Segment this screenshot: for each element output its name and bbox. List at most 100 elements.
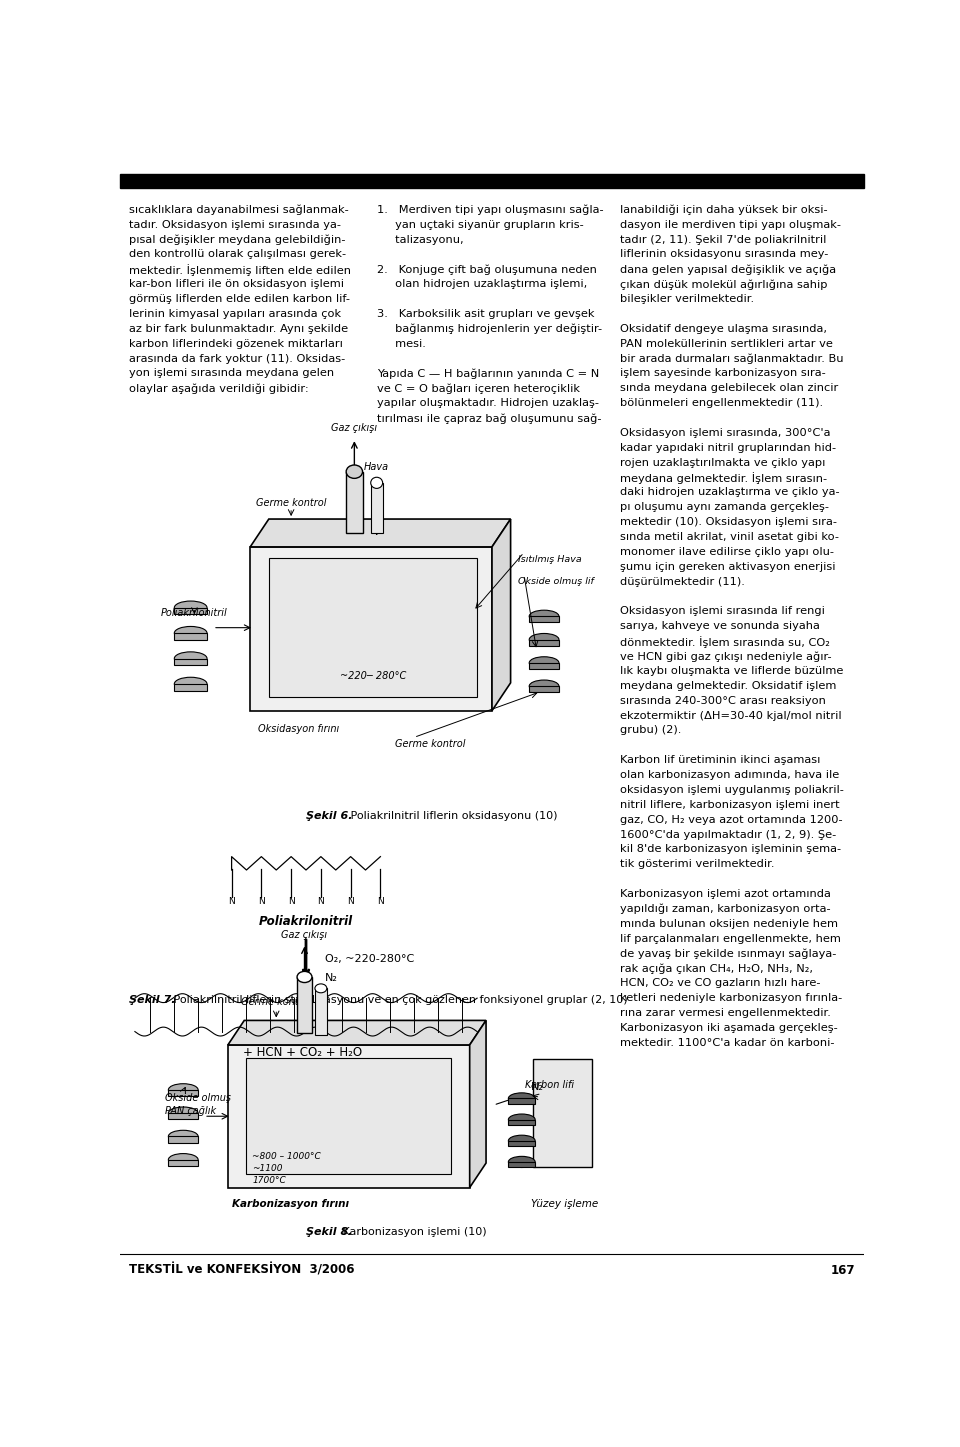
- Text: Yüzey işleme: Yüzey işleme: [532, 1198, 599, 1208]
- Text: yon işlemi sırasında meydana gelen: yon işlemi sırasında meydana gelen: [129, 369, 334, 379]
- Ellipse shape: [175, 627, 207, 640]
- Text: 167: 167: [830, 1263, 855, 1276]
- Text: N: N: [377, 897, 384, 906]
- Text: bölünmeleri engellenmektedir (11).: bölünmeleri engellenmektedir (11).: [620, 398, 823, 408]
- Bar: [269, 559, 477, 697]
- Bar: [529, 663, 559, 669]
- Text: Şekil 6.: Şekil 6.: [306, 810, 352, 820]
- Ellipse shape: [529, 680, 559, 692]
- Text: talizasyonu,: talizasyonu,: [376, 234, 464, 245]
- Text: 2.   Konjuge çift bağ oluşumuna neden: 2. Konjuge çift bağ oluşumuna neden: [376, 265, 596, 275]
- Text: Yapıda C — H bağlarının yanında C = N: Yapıda C — H bağlarının yanında C = N: [376, 369, 599, 379]
- Ellipse shape: [529, 611, 559, 622]
- Text: N₂: N₂: [531, 1082, 543, 1091]
- Bar: [168, 1159, 198, 1166]
- Bar: [509, 1098, 535, 1104]
- Text: gaz, CO, H₂ veya azot ortamında 1200-: gaz, CO, H₂ veya azot ortamında 1200-: [620, 815, 843, 825]
- Text: bir arada durmaları sağlanmaktadır. Bu: bir arada durmaları sağlanmaktadır. Bu: [620, 353, 844, 365]
- Text: lık kaybı oluşmakta ve liflerde büzülme: lık kaybı oluşmakta ve liflerde büzülme: [620, 666, 843, 676]
- Text: mında bulunan oksijen nedeniyle hem: mında bulunan oksijen nedeniyle hem: [620, 919, 838, 929]
- Text: N: N: [228, 897, 235, 906]
- Text: rak açığa çıkan CH₄, H₂O, NH₃, N₂,: rak açığa çıkan CH₄, H₂O, NH₃, N₂,: [620, 964, 813, 974]
- Text: dasyon ile merdiven tipi yapı oluşmak-: dasyon ile merdiven tipi yapı oluşmak-: [620, 220, 841, 230]
- Text: N: N: [288, 897, 295, 906]
- Ellipse shape: [175, 601, 207, 615]
- Text: Germe kontrol: Germe kontrol: [241, 997, 311, 1007]
- Bar: [168, 1113, 198, 1119]
- Bar: [509, 1140, 535, 1146]
- Text: dana gelen yapısal değişiklik ve açığa: dana gelen yapısal değişiklik ve açığa: [620, 265, 836, 275]
- Text: den kontrollü olarak çalışılması gerek-: den kontrollü olarak çalışılması gerek-: [129, 249, 346, 259]
- Bar: [251, 547, 492, 710]
- Bar: [533, 1059, 592, 1168]
- Bar: [529, 686, 559, 692]
- Ellipse shape: [175, 677, 207, 690]
- Text: Oksidasyon işlemi sırasında, 300°C'a: Oksidasyon işlemi sırasında, 300°C'a: [620, 428, 830, 438]
- Text: mesi.: mesi.: [376, 339, 425, 349]
- Text: grubu) (2).: grubu) (2).: [620, 725, 682, 735]
- Text: Şekil 7.: Şekil 7.: [129, 994, 176, 1004]
- Text: ketleri nedeniyle karbonizasyon fırınla-: ketleri nedeniyle karbonizasyon fırınla-: [620, 993, 842, 1003]
- Bar: [509, 1162, 535, 1168]
- Ellipse shape: [168, 1153, 198, 1166]
- Text: bağlanmış hidrojenlerin yer değiştir-: bağlanmış hidrojenlerin yer değiştir-: [376, 324, 602, 334]
- Text: daki hidrojen uzaklaştırma ve çiklo ya-: daki hidrojen uzaklaştırma ve çiklo ya-: [620, 488, 840, 498]
- Ellipse shape: [297, 971, 312, 983]
- Text: rına zarar vermesi engellenmektedir.: rına zarar vermesi engellenmektedir.: [620, 1009, 830, 1019]
- Text: Gaz çıkışı: Gaz çıkışı: [281, 930, 327, 941]
- Text: ekzotermiktir (ΔH=30-40 kjal/mol nitril: ekzotermiktir (ΔH=30-40 kjal/mol nitril: [620, 710, 842, 721]
- Text: N: N: [318, 897, 324, 906]
- Text: + HCN + CO₂ + H₂O: + HCN + CO₂ + H₂O: [243, 1046, 362, 1059]
- Text: Poliakrilonitril: Poliakrilonitril: [161, 608, 228, 618]
- Bar: [297, 977, 312, 1033]
- Text: Hava: Hava: [364, 462, 389, 472]
- Text: kar-bon lifleri ile ön oksidasyon işlemi: kar-bon lifleri ile ön oksidasyon işlemi: [129, 279, 344, 289]
- Text: ~800 – 1000°C: ~800 – 1000°C: [252, 1152, 322, 1160]
- Ellipse shape: [168, 1084, 198, 1095]
- Bar: [247, 1058, 451, 1174]
- Text: 1.   Merdiven tipi yapı oluşmasını sağla-: 1. Merdiven tipi yapı oluşmasını sağla-: [376, 205, 603, 216]
- Text: Karbonizasyon işlemi (10): Karbonizasyon işlemi (10): [340, 1227, 487, 1237]
- Text: Karbonizasyon işlemi azot ortamında: Karbonizasyon işlemi azot ortamında: [620, 888, 830, 899]
- Text: karbon liflerindeki gözenek miktarları: karbon liflerindeki gözenek miktarları: [129, 339, 343, 349]
- Ellipse shape: [509, 1114, 535, 1126]
- Text: ve C = O bağları içeren heteroçiklik: ve C = O bağları içeren heteroçiklik: [376, 383, 580, 394]
- Text: Germe kontrol: Germe kontrol: [396, 738, 466, 748]
- Text: dönmektedir. İşlem sırasında su, CO₂: dönmektedir. İşlem sırasında su, CO₂: [620, 637, 829, 648]
- Text: tadır. Oksidasyon işlemi sırasında ya-: tadır. Oksidasyon işlemi sırasında ya-: [129, 220, 341, 230]
- Bar: [175, 684, 207, 690]
- Bar: [168, 1136, 198, 1143]
- Text: 1700°C: 1700°C: [252, 1176, 286, 1185]
- Text: monomer ilave edilirse çiklo yapı olu-: monomer ilave edilirse çiklo yapı olu-: [620, 547, 834, 557]
- Text: 3.   Karboksilik asit grupları ve gevşek: 3. Karboksilik asit grupları ve gevşek: [376, 310, 594, 318]
- Text: lanabildiği için daha yüksek bir oksi-: lanabildiği için daha yüksek bir oksi-: [620, 205, 828, 216]
- Text: yapıldığı zaman, karbonizasyon orta-: yapıldığı zaman, karbonizasyon orta-: [620, 904, 830, 915]
- Text: kil 8'de karbonizasyon işleminin şema-: kil 8'de karbonizasyon işleminin şema-: [620, 845, 841, 854]
- Text: görmüş liflerden elde edilen karbon lif-: görmüş liflerden elde edilen karbon lif-: [129, 294, 350, 304]
- Ellipse shape: [509, 1136, 535, 1146]
- Text: rojen uzaklaştırılmakta ve çiklo yapı: rojen uzaklaştırılmakta ve çiklo yapı: [620, 457, 826, 467]
- Text: PAN çağlık: PAN çağlık: [165, 1106, 216, 1116]
- Text: düşürülmektedir (11).: düşürülmektedir (11).: [620, 577, 745, 586]
- Text: sırasında 240-300°C arası reaksiyon: sırasında 240-300°C arası reaksiyon: [620, 696, 826, 706]
- Bar: [529, 616, 559, 622]
- Text: yapılar oluşmaktadır. Hidrojen uzaklaş-: yapılar oluşmaktadır. Hidrojen uzaklaş-: [376, 398, 599, 408]
- Text: olaylar aşağıda verildiği gibidir:: olaylar aşağıda verildiği gibidir:: [129, 383, 309, 394]
- Text: lif parçalanmaları engellenmekte, hem: lif parçalanmaları engellenmekte, hem: [620, 933, 841, 943]
- Ellipse shape: [315, 984, 326, 993]
- Text: Poliakrilnitril liflerin stabilizasyonu ve en çok gözlenen fonksiyonel gruplar (: Poliakrilnitril liflerin stabilizasyonu …: [170, 994, 628, 1004]
- Text: sıcaklıklara dayanabilmesi sağlanmak-: sıcaklıklara dayanabilmesi sağlanmak-: [129, 205, 348, 216]
- Text: PAN moleküllerinin sertlikleri artar ve: PAN moleküllerinin sertlikleri artar ve: [620, 339, 833, 349]
- Text: tik gösterimi verilmektedir.: tik gösterimi verilmektedir.: [620, 860, 775, 870]
- Text: Oksidasyon işlemi sırasında lif rengi: Oksidasyon işlemi sırasında lif rengi: [620, 606, 825, 616]
- Text: bileşikler verilmektedir.: bileşikler verilmektedir.: [620, 294, 755, 304]
- Text: Okside olmuş: Okside olmuş: [165, 1092, 230, 1103]
- Ellipse shape: [168, 1130, 198, 1143]
- Bar: [175, 634, 207, 640]
- Text: Karbon lifi: Karbon lifi: [525, 1079, 575, 1090]
- Text: Germe kontrol: Germe kontrol: [256, 498, 326, 508]
- Text: sında metil akrilat, vinil asetat gibi ko-: sında metil akrilat, vinil asetat gibi k…: [620, 532, 839, 543]
- Text: yan uçtaki siyanür grupların kris-: yan uçtaki siyanür grupların kris-: [376, 220, 584, 230]
- Polygon shape: [492, 519, 511, 710]
- Bar: [168, 1090, 198, 1095]
